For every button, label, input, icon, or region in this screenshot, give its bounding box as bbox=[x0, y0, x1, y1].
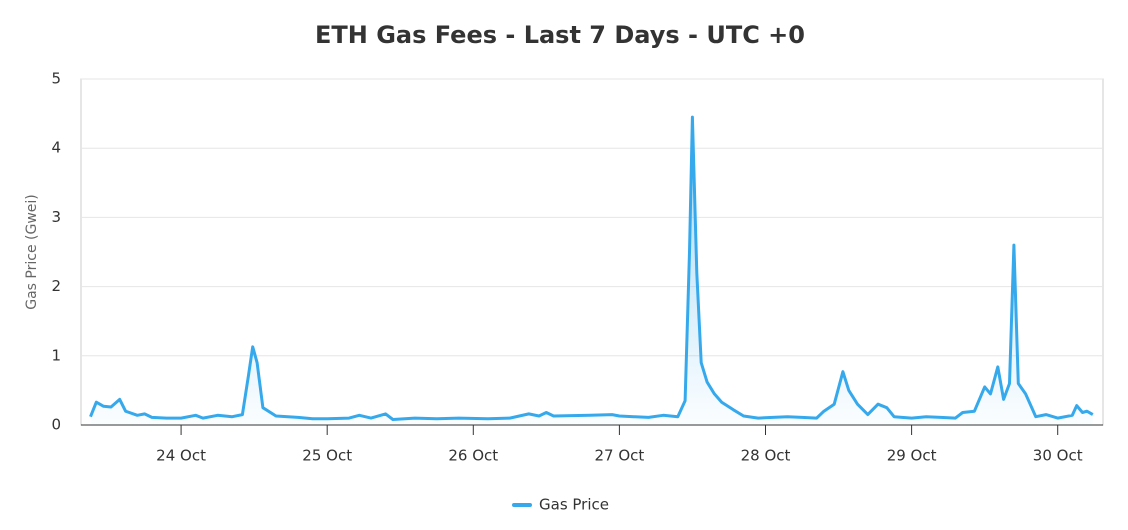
area bbox=[90, 117, 1093, 425]
x-tick-label: 28 Oct bbox=[741, 447, 791, 465]
x-tick-label: 27 Oct bbox=[594, 447, 644, 465]
y-tick-label: 3 bbox=[51, 208, 61, 226]
plot-area bbox=[80, 78, 1104, 426]
x-tick-label: 26 Oct bbox=[448, 447, 498, 465]
chart-title: ETH Gas Fees - Last 7 Days - UTC +0 bbox=[315, 21, 805, 49]
y-axis-label: Gas Price (Gwei) bbox=[24, 194, 40, 310]
legend-label: Gas Price bbox=[539, 496, 609, 514]
x-tick-label: 24 Oct bbox=[156, 447, 206, 465]
y-tick-label: 4 bbox=[51, 139, 61, 157]
x-tick-label: 30 Oct bbox=[1033, 447, 1083, 465]
y-tick-label: 1 bbox=[51, 346, 61, 364]
y-tick-label: 0 bbox=[51, 416, 61, 434]
x-tick-label: 25 Oct bbox=[302, 447, 352, 465]
x-tick-label: 29 Oct bbox=[887, 447, 937, 465]
y-tick-label: 2 bbox=[51, 277, 61, 295]
legend-swatch bbox=[512, 503, 532, 507]
y-tick-label: 5 bbox=[51, 70, 61, 88]
line bbox=[89, 115, 1094, 421]
